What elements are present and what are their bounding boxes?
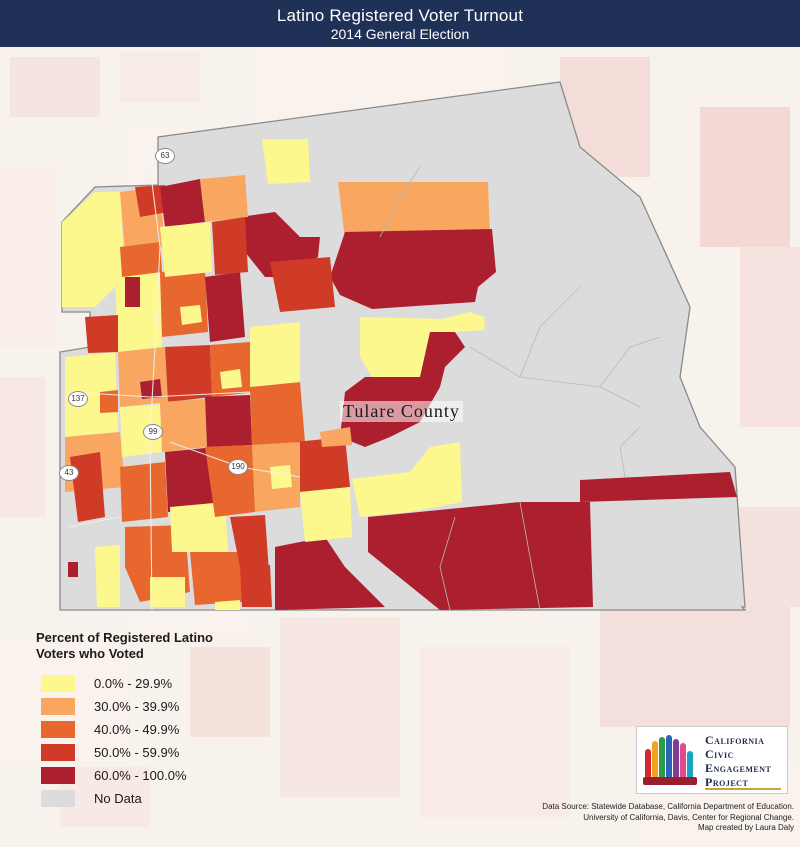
tract — [62, 192, 125, 307]
credit-line: University of California, Davis, Center … — [583, 812, 794, 822]
logo-line: Civic — [705, 747, 734, 761]
raised-hands-icon — [643, 735, 697, 785]
tract — [165, 447, 218, 512]
tract — [330, 229, 496, 309]
tract — [240, 565, 272, 607]
tract — [220, 369, 242, 389]
tract — [150, 577, 185, 607]
data-source-credits: Data Source: Statewide Database, Califor… — [542, 802, 794, 834]
logo-underline — [705, 788, 781, 790]
legend: Percent of Registered Latino Voters who … — [36, 630, 276, 810]
legend-swatch — [41, 766, 75, 784]
tract — [250, 382, 305, 445]
tract — [160, 179, 205, 227]
tract — [70, 452, 105, 522]
tract — [580, 472, 737, 502]
tract — [65, 352, 118, 437]
choropleth-map — [0, 47, 800, 847]
tract — [95, 545, 120, 607]
map-area: 63 137 99 43 190 Tulare County — [0, 47, 800, 847]
tract — [205, 272, 245, 342]
legend-item: 50.0% - 59.9% — [36, 741, 276, 763]
legend-label: 60.0% - 100.0% — [94, 767, 187, 783]
tract — [200, 175, 248, 222]
credit-line: Data Source: Statewide Database, Califor… — [542, 802, 794, 811]
legend-swatch — [41, 720, 75, 738]
legend-label: No Data — [94, 790, 142, 806]
logo-text: California Civic Engagement Project — [705, 733, 771, 789]
legend-title: Percent of Registered Latino Voters who … — [36, 630, 213, 661]
map-subtitle: 2014 General Election — [330, 26, 470, 42]
tract — [160, 222, 212, 277]
tract — [120, 462, 168, 522]
tract — [165, 345, 212, 402]
legend-item: No Data — [36, 787, 276, 809]
tract — [275, 537, 385, 610]
legend-item: 0.0% - 29.9% — [36, 672, 276, 694]
tract — [295, 437, 350, 492]
legend-item: 40.0% - 49.9% — [36, 718, 276, 740]
tract — [170, 502, 228, 552]
logo-line: Project — [705, 775, 749, 789]
tract — [212, 217, 248, 275]
route-99-shield: 99 — [143, 424, 163, 440]
tract-polygons — [62, 139, 737, 610]
tract — [140, 379, 162, 399]
tract — [300, 487, 352, 542]
legend-label: 50.0% - 59.9% — [94, 744, 180, 760]
legend-swatch — [41, 743, 75, 761]
tract — [210, 342, 255, 397]
credit-line: Map created by Laura Daly — [697, 823, 794, 832]
logo-line: Engagement — [705, 761, 772, 775]
tract — [190, 552, 242, 605]
tract — [352, 442, 462, 517]
county-label: Tulare County — [340, 401, 463, 422]
logo-line: California — [705, 733, 765, 747]
cce-project-logo: California Civic Engagement Project — [636, 726, 788, 794]
legend-item: 30.0% - 39.9% — [36, 695, 276, 717]
route-137-shield: 137 — [68, 391, 88, 407]
legend-swatch — [41, 674, 75, 692]
route-190-shield: 190 — [228, 459, 248, 475]
tract — [135, 185, 168, 217]
tract — [125, 277, 140, 307]
legend-label: 30.0% - 39.9% — [94, 698, 180, 714]
route-63-shield: 63 — [155, 148, 175, 164]
tract — [68, 562, 78, 577]
tract — [85, 315, 118, 353]
legend-label: 40.0% - 49.9% — [94, 721, 180, 737]
map-title: Latino Registered Voter Turnout — [276, 6, 524, 25]
tract — [360, 312, 485, 377]
tract — [180, 305, 202, 325]
tract — [215, 600, 240, 610]
tract — [160, 399, 207, 452]
legend-swatch — [41, 697, 75, 715]
tract — [100, 390, 118, 413]
tract — [160, 269, 208, 337]
tract — [262, 139, 310, 184]
tract — [250, 322, 300, 387]
route-43-shield: 43 — [59, 465, 79, 481]
tract — [338, 182, 490, 239]
legend-label: 0.0% - 29.9% — [94, 675, 173, 691]
tract — [368, 502, 593, 610]
tract — [270, 257, 335, 312]
tract — [320, 427, 352, 447]
tract — [205, 395, 252, 447]
district-lines — [379, 166, 661, 611]
legend-item: 60.0% - 100.0% — [36, 764, 276, 786]
header-bar: Latino Registered Voter Turnout 2014 Gen… — [0, 0, 800, 47]
tract — [120, 242, 162, 277]
legend-swatch — [41, 789, 75, 807]
tract — [270, 465, 292, 489]
